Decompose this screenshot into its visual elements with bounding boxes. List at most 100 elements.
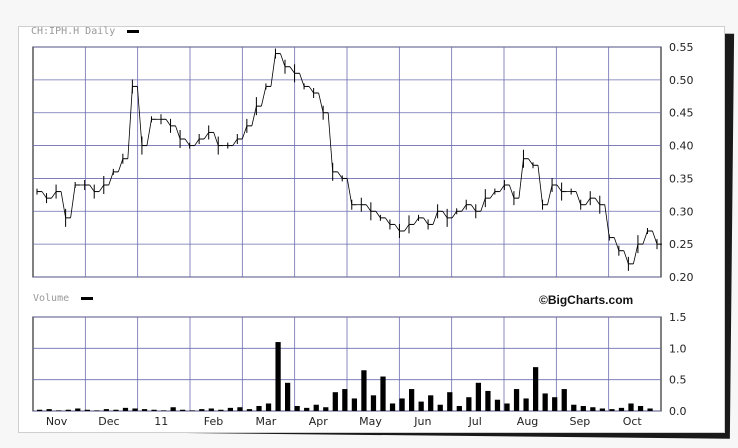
volume-bar: [342, 389, 348, 411]
price-y-tick-label: 0.20: [669, 271, 694, 284]
volume-bar: [523, 398, 529, 411]
price-step: [146, 119, 152, 146]
price-step: [556, 184, 562, 192]
volume-bar: [208, 408, 214, 411]
price-step: [165, 119, 171, 127]
price-step: [547, 184, 553, 205]
volume-bar: [351, 398, 358, 411]
price-step: [652, 230, 658, 245]
volume-bar: [456, 405, 462, 411]
price-step: [423, 217, 429, 225]
volume-y-tick-label: 1.0: [669, 342, 687, 355]
volume-bar: [275, 342, 281, 411]
volume-bar: [304, 407, 310, 411]
price-legend-swatch: [127, 29, 140, 33]
volume-bar: [590, 407, 596, 411]
volume-bar: [227, 407, 234, 411]
volume-title: Volume: [33, 293, 94, 304]
volume-bar: [294, 405, 300, 411]
volume-bar: [409, 389, 415, 411]
price-y-tick-label: 0.30: [669, 205, 694, 218]
x-tick-label: Sep: [570, 415, 591, 428]
volume-bar: [380, 376, 386, 411]
volume-bar: [84, 409, 90, 411]
price-step: [232, 138, 238, 146]
volume-bar: [447, 392, 453, 411]
volume-bar: [170, 407, 176, 411]
volume-legend-swatch: [81, 296, 94, 300]
price-step: [509, 184, 515, 199]
volume-bar: [113, 409, 119, 411]
price-step: [404, 224, 410, 232]
x-tick-label: Oct: [623, 415, 643, 428]
volume-bar: [94, 410, 100, 411]
volume-bar: [399, 398, 405, 411]
volume-bar: [237, 407, 243, 411]
x-tick-label: Aug: [517, 415, 538, 428]
price-step: [327, 112, 334, 172]
volume-bar: [332, 392, 338, 411]
x-tick-label: Apr: [309, 415, 329, 428]
price-step: [175, 125, 181, 140]
volume-bar: [466, 397, 472, 411]
volume-bar: [151, 409, 157, 411]
price-step: [623, 250, 629, 264]
price-chart-title: CH:IPH.H Daily: [31, 26, 140, 37]
price-step: [365, 204, 372, 212]
volume-bar: [323, 407, 329, 411]
price-step: [270, 53, 276, 87]
volume-bar: [218, 409, 224, 411]
volume-bar: [65, 409, 71, 411]
price-step: [528, 158, 534, 166]
volume-bar: [313, 404, 319, 411]
price-y-tick-label: 0.55: [669, 41, 694, 54]
volume-bar: [141, 409, 148, 411]
volume-bar: [122, 407, 129, 411]
volume-bar: [618, 407, 625, 411]
volume-bar: [199, 409, 205, 411]
price-step: [575, 191, 582, 205]
price-step: [337, 171, 343, 179]
price-step: [308, 86, 314, 94]
price-step: [499, 184, 505, 192]
volume-bar: [609, 409, 615, 411]
volume-bar: [246, 409, 253, 411]
price-step: [394, 224, 400, 232]
volume-bar: [628, 403, 634, 411]
price-step: [613, 237, 620, 251]
volume-bar: [533, 367, 539, 411]
volume-bar: [561, 389, 567, 411]
volume-y-tick-label: 1.5: [669, 311, 687, 324]
price-step: [480, 198, 486, 212]
price-step: [518, 158, 524, 199]
volume-bar: [647, 408, 653, 411]
volume-bar: [437, 404, 443, 411]
volume-bar: [46, 409, 52, 411]
x-tick-label: Mar: [256, 415, 277, 428]
price-step: [451, 211, 458, 219]
volume-bar: [180, 409, 186, 411]
volume-bar: [370, 395, 377, 411]
x-tick-label: Jun: [413, 415, 431, 428]
volume-bar: [361, 370, 367, 411]
volume-bar: [494, 399, 501, 411]
volume-bar: [161, 410, 167, 411]
price-step: [375, 211, 381, 219]
price-step: [632, 244, 639, 264]
price-step: [442, 211, 448, 219]
price-step: [251, 106, 257, 126]
volume-bar: [552, 397, 558, 411]
volume-bar: [265, 403, 272, 411]
brand-label: ©BigCharts.com: [539, 293, 634, 307]
volume-bar: [56, 410, 62, 411]
price-step: [41, 191, 47, 199]
x-tick-label: May: [359, 415, 382, 428]
volume-bar: [285, 382, 291, 411]
volume-title-text: Volume: [33, 293, 70, 304]
price-step: [413, 217, 419, 225]
price-step: [594, 197, 601, 205]
x-tick-label: 11: [154, 415, 168, 428]
volume-bar: [504, 403, 510, 411]
volume-bar: [599, 408, 606, 411]
price-step: [89, 184, 95, 192]
